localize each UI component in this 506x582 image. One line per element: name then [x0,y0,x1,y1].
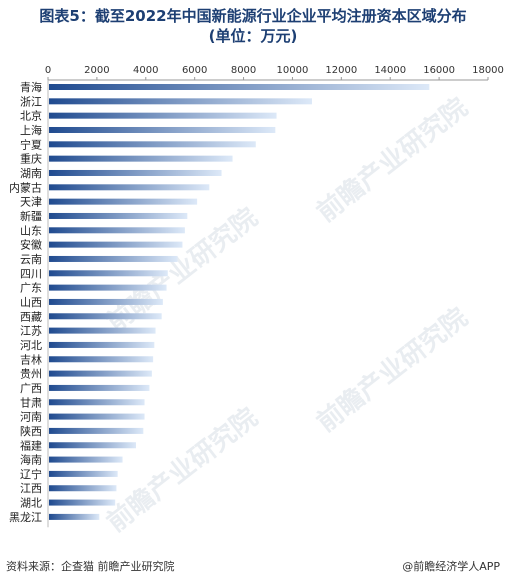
bar [49,227,185,234]
category-label: 辽宁 [20,467,42,481]
bar [49,112,277,119]
bar [49,155,233,162]
category-label: 内蒙古 [9,180,42,194]
category-label: 重庆 [20,152,42,166]
category-label: 河南 [20,411,42,424]
brand-credit: @前瞻经济学人APP [402,560,500,573]
bar [49,184,210,191]
category-label: 西藏 [20,310,42,323]
category-label: 宁夏 [20,137,42,151]
bar [49,413,145,420]
category-label: 上海 [20,123,42,137]
category-label: 甘肃 [20,396,42,409]
bar [49,284,167,291]
bar [49,141,256,148]
category-label: 陕西 [20,424,42,438]
bar [49,399,145,406]
bar [49,327,156,334]
bar [49,255,178,262]
bar [49,313,162,320]
category-label: 广东 [20,282,42,295]
chart-title-line2: (单位：万元) [208,27,298,45]
x-tick-label: 12000 [325,65,357,76]
bar [49,212,188,219]
bar [49,427,144,434]
x-tick-label: 16000 [423,65,455,76]
category-label: 山西 [20,296,42,309]
bar [49,298,163,305]
x-tick-label: 4000 [133,65,158,76]
category-label: 安徽 [20,238,42,252]
category-label: 江西 [20,482,42,495]
bar [49,341,155,348]
source-note: 资料来源：企查猫 前瞻产业研究院 [6,560,175,573]
bar [49,470,118,477]
category-label: 黑龙江 [9,511,42,524]
category-label: 四川 [20,267,42,280]
bar [49,442,136,449]
category-label: 新疆 [20,209,42,223]
category-label: 湖北 [20,497,42,510]
category-label: 江苏 [20,325,42,338]
x-tick-label: 0 [45,65,51,76]
bar [49,499,116,506]
bar [49,370,152,377]
x-tick-label: 14000 [374,65,406,76]
category-label: 北京 [20,109,42,123]
category-label: 云南 [20,253,42,266]
category-label: 福建 [20,438,42,452]
x-tick-label: 8000 [231,65,256,76]
chart-title: 图表5：截至2022年中国新能源行业企业平均注册资本区域分布 (单位：万元) [0,6,506,46]
chart-title-line1: 图表5：截至2022年中国新能源行业企业平均注册资本区域分布 [39,7,467,25]
category-label: 山东 [20,224,42,237]
x-tick-label: 10000 [277,65,309,76]
bar [49,241,183,248]
bar [49,198,198,205]
bar [49,356,154,363]
bar [49,169,222,176]
category-label: 湖南 [20,167,42,180]
x-tick-label: 18000 [472,65,504,76]
bar [49,384,150,391]
bar [49,485,117,492]
bar [49,126,276,133]
category-label: 青海 [20,80,42,94]
x-tick-label: 6000 [182,65,207,76]
bar [49,513,100,520]
category-label: 浙江 [20,95,42,108]
bar [49,456,123,463]
bar [49,84,430,90]
category-label: 海南 [20,453,42,467]
category-label: 吉林 [20,352,42,366]
footer: 资料来源：企查猫 前瞻产业研究院 @前瞻经济学人APP [0,554,506,578]
category-label: 广西 [20,382,42,395]
bar [49,270,168,277]
category-label: 天津 [20,196,42,209]
bar [49,98,312,105]
bar-chart: 0 2000 4000 6000 8000 10000 12000 14000 16000 180… [9,65,504,528]
category-label: 贵州 [20,368,42,381]
category-label: 河北 [20,339,42,352]
x-tick-label: 2000 [84,65,109,76]
